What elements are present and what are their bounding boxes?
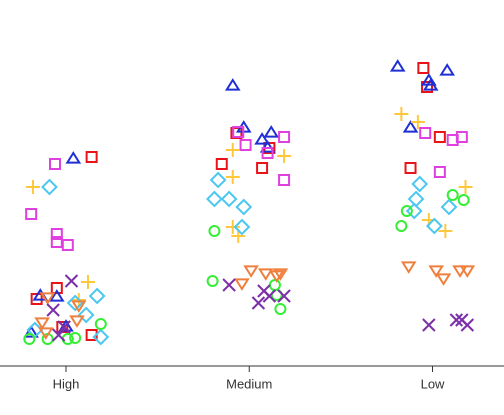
point bbox=[208, 225, 221, 237]
x-tick-label: High bbox=[53, 376, 80, 391]
point bbox=[225, 220, 240, 234]
point bbox=[435, 273, 452, 286]
point bbox=[71, 300, 87, 313]
point bbox=[234, 278, 250, 291]
point bbox=[69, 315, 85, 328]
point bbox=[85, 151, 98, 163]
point bbox=[34, 317, 50, 330]
point bbox=[48, 158, 61, 170]
point bbox=[389, 59, 406, 72]
point bbox=[206, 190, 223, 208]
point bbox=[395, 220, 408, 232]
point bbox=[257, 268, 274, 281]
point bbox=[407, 190, 425, 208]
point bbox=[405, 202, 423, 220]
point bbox=[41, 178, 58, 196]
point bbox=[38, 327, 54, 340]
point bbox=[274, 303, 287, 315]
x-tick-label: Medium bbox=[226, 376, 272, 391]
point bbox=[256, 162, 269, 174]
point bbox=[422, 78, 439, 91]
point bbox=[410, 115, 425, 129]
point bbox=[440, 198, 458, 216]
point bbox=[460, 318, 475, 332]
point bbox=[232, 126, 245, 138]
point bbox=[220, 190, 238, 208]
x-tick-label: Low bbox=[421, 376, 445, 391]
point bbox=[268, 279, 281, 291]
point bbox=[61, 239, 74, 251]
point bbox=[65, 151, 82, 164]
point bbox=[411, 175, 429, 193]
point bbox=[439, 63, 455, 76]
point bbox=[277, 289, 291, 303]
point bbox=[23, 325, 39, 338]
point bbox=[64, 274, 79, 288]
point bbox=[400, 261, 417, 274]
point bbox=[209, 171, 227, 189]
point bbox=[400, 205, 413, 217]
point bbox=[417, 62, 430, 74]
point bbox=[56, 321, 69, 333]
point bbox=[251, 296, 266, 310]
point bbox=[259, 140, 276, 153]
point bbox=[433, 166, 446, 178]
point bbox=[278, 174, 291, 186]
point bbox=[404, 162, 417, 174]
point bbox=[419, 127, 432, 139]
point bbox=[224, 78, 241, 91]
point bbox=[263, 125, 280, 138]
point bbox=[254, 132, 270, 145]
point bbox=[239, 139, 252, 151]
point bbox=[263, 142, 276, 154]
point bbox=[446, 134, 459, 146]
point bbox=[80, 275, 95, 289]
point bbox=[77, 306, 95, 324]
point bbox=[422, 318, 436, 332]
point bbox=[50, 236, 63, 248]
point bbox=[206, 275, 219, 287]
point bbox=[39, 292, 56, 305]
point bbox=[88, 287, 106, 305]
point bbox=[23, 333, 36, 345]
point bbox=[268, 270, 285, 283]
point bbox=[243, 265, 259, 278]
point bbox=[57, 320, 71, 334]
point bbox=[215, 158, 228, 170]
point bbox=[25, 208, 38, 220]
point bbox=[457, 194, 470, 206]
point bbox=[425, 217, 443, 235]
point bbox=[452, 265, 468, 278]
point bbox=[69, 332, 82, 344]
point bbox=[49, 289, 65, 302]
point bbox=[50, 282, 63, 294]
point bbox=[402, 120, 419, 133]
point bbox=[394, 107, 409, 121]
point bbox=[225, 170, 240, 184]
point bbox=[233, 218, 251, 236]
point bbox=[25, 180, 40, 194]
point bbox=[222, 278, 236, 292]
point bbox=[459, 265, 476, 278]
point bbox=[446, 189, 459, 201]
point bbox=[61, 333, 74, 345]
point bbox=[46, 303, 60, 317]
point bbox=[449, 313, 464, 327]
point bbox=[225, 143, 240, 157]
point bbox=[458, 180, 473, 194]
point bbox=[438, 224, 453, 238]
point bbox=[51, 328, 66, 342]
point bbox=[94, 318, 107, 330]
point bbox=[272, 268, 289, 281]
point bbox=[262, 289, 277, 303]
point bbox=[433, 131, 446, 143]
point bbox=[92, 328, 110, 346]
point bbox=[277, 149, 292, 163]
point bbox=[261, 147, 274, 159]
point bbox=[235, 198, 253, 216]
point bbox=[278, 131, 291, 143]
point bbox=[428, 265, 444, 278]
